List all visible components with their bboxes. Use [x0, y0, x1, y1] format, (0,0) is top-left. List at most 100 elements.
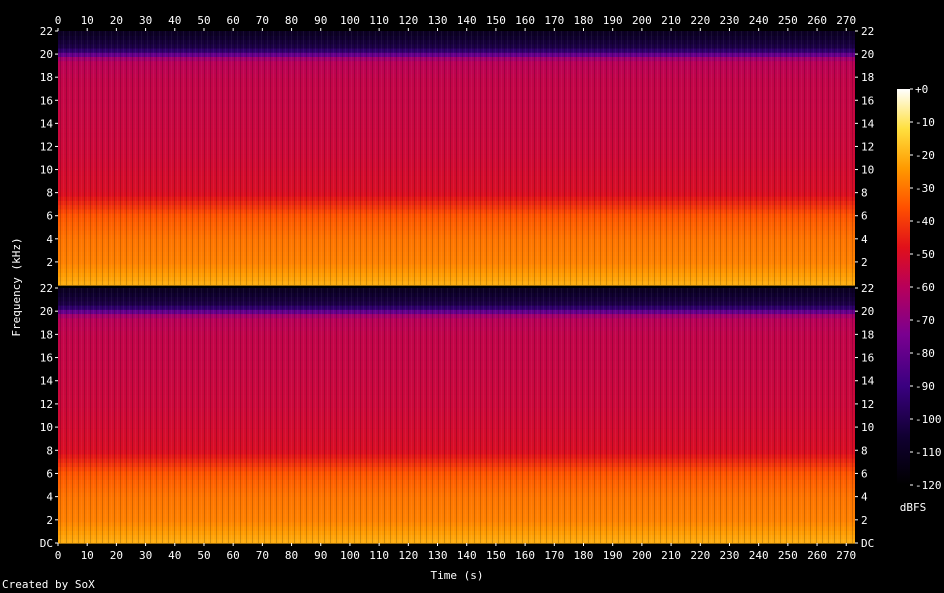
x-tick-label: 90 — [314, 549, 327, 562]
y-tick-label-left: 16 — [40, 94, 53, 107]
y-tick-label-left: 14 — [40, 117, 54, 130]
x-axis-label: Time (s) — [431, 569, 484, 582]
colorbar-tick-label: -10 — [915, 116, 935, 129]
x-tick-label-top: 80 — [285, 14, 298, 27]
x-tick-label: 10 — [81, 549, 94, 562]
x-tick-label-top: 180 — [574, 14, 594, 27]
x-tick-label: 170 — [544, 549, 564, 562]
y-tick-label-left: 4 — [46, 491, 53, 504]
y-tick-label-right: 2 — [861, 256, 868, 269]
x-tick-label-top: 90 — [314, 14, 327, 27]
y-tick-label-left: 20 — [40, 48, 53, 61]
x-tick-label-top: 150 — [486, 14, 506, 27]
x-tick-label-top: 40 — [168, 14, 181, 27]
y-tick-label-left: 22 — [40, 282, 53, 295]
y-tick-label-right: 4 — [861, 233, 868, 246]
x-tick-label-top: 60 — [227, 14, 240, 27]
y-tick-label-right: 10 — [861, 164, 874, 177]
colorbar-tick-label: +0 — [915, 83, 928, 96]
x-tick-label: 210 — [661, 549, 681, 562]
colorbar-tick-label: -40 — [915, 215, 935, 228]
x-tick-label-top: 140 — [457, 14, 477, 27]
colorbar-tick-label: -110 — [915, 446, 942, 459]
colorbar-tick-label: -100 — [915, 413, 942, 426]
y-tick-label-right: 12 — [861, 140, 874, 153]
x-tick-label-top: 240 — [749, 14, 769, 27]
x-tick-label: 120 — [398, 549, 418, 562]
x-tick-label-top: 190 — [603, 14, 623, 27]
x-tick-label-top: 10 — [81, 14, 94, 27]
x-tick-label-top: 30 — [139, 14, 152, 27]
y-tick-label-left: 8 — [46, 444, 53, 457]
y-tick-label-right: 4 — [861, 491, 868, 504]
y-tick-label-left: 18 — [40, 328, 53, 341]
x-tick-label-top: 100 — [340, 14, 360, 27]
x-tick-label: 30 — [139, 549, 152, 562]
spectrogram-panel-channel-2 — [58, 288, 855, 544]
x-tick-label: 20 — [110, 549, 123, 562]
x-tick-label: 220 — [690, 549, 710, 562]
x-tick-label: 230 — [720, 549, 740, 562]
y-tick-label-right: 10 — [861, 421, 874, 434]
y-tick-label-right: 22 — [861, 282, 874, 295]
colorbar-label: dBFS — [900, 501, 927, 514]
x-tick-label: 40 — [168, 549, 181, 562]
y-tick-label-right: 8 — [861, 187, 868, 200]
axes-layer: 0 0 10 10 20 20 30 30 40 40 50 50 60 60 70 70 80 80 90 90 10… — [40, 14, 875, 562]
y-tick-label-left: 10 — [40, 164, 53, 177]
x-tick-label: 200 — [632, 549, 652, 562]
colorbar-tick-label: -80 — [915, 347, 935, 360]
spectrogram-texture — [58, 288, 855, 543]
x-tick-label-top: 220 — [690, 14, 710, 27]
x-tick-label: 260 — [807, 549, 827, 562]
credit-text: Created by SoX — [2, 578, 95, 591]
x-tick-label: 240 — [749, 549, 769, 562]
y-tick-label-right: 16 — [861, 352, 874, 365]
x-tick-label: 60 — [227, 549, 240, 562]
y-tick-label-right: 18 — [861, 71, 874, 84]
y-tick-label-left: 14 — [40, 375, 54, 388]
x-tick-label-top: 120 — [398, 14, 418, 27]
y-tick-label-right: 14 — [861, 117, 875, 130]
x-tick-label: 0 — [55, 549, 62, 562]
x-tick-label: 100 — [340, 549, 360, 562]
y-tick-label-left: 16 — [40, 352, 53, 365]
y-tick-label-left: 20 — [40, 305, 53, 318]
x-tick-label: 250 — [778, 549, 798, 562]
spectrogram-panel-channel-1 — [58, 31, 855, 286]
x-tick-label-top: 170 — [544, 14, 564, 27]
y-tick-label-left: 12 — [40, 140, 53, 153]
y-tick-label-left: 18 — [40, 71, 53, 84]
x-tick-label-top: 70 — [256, 14, 269, 27]
colorbar-tick-label: -20 — [915, 149, 935, 162]
y-tick-label-left: 4 — [46, 233, 53, 246]
colorbar-tick-label: -50 — [915, 248, 935, 261]
x-tick-label-top: 110 — [369, 14, 389, 27]
y-tick-label-left: 6 — [46, 210, 53, 223]
y-tick-label-right: 16 — [861, 94, 874, 107]
colorbar-tick-label: -90 — [915, 380, 935, 393]
x-tick-label: 70 — [256, 549, 269, 562]
x-tick-label: 190 — [603, 549, 623, 562]
x-tick-label: 140 — [457, 549, 477, 562]
x-tick-label: 110 — [369, 549, 389, 562]
x-tick-label-top: 210 — [661, 14, 681, 27]
x-tick-label: 270 — [836, 549, 856, 562]
y-tick-label-right: 14 — [861, 375, 875, 388]
y-tick-label-left: 8 — [46, 187, 53, 200]
colorbar-ticks: +0 -10 -20 -30 -40 -50 -60 -70 -80 -90 -100 -110 -12… — [910, 83, 942, 492]
y-tick-label-left: DC — [40, 537, 53, 550]
y-tick-label-right: DC — [861, 537, 874, 550]
x-tick-label-top: 0 — [55, 14, 62, 27]
x-tick-label: 80 — [285, 549, 298, 562]
x-tick-label-top: 230 — [720, 14, 740, 27]
x-tick-label-top: 260 — [807, 14, 827, 27]
y-tick-label-right: 8 — [861, 444, 868, 457]
y-tick-label-right: 6 — [861, 210, 868, 223]
y-tick-label-right: 12 — [861, 398, 874, 411]
y-axis-label: Frequency (kHz) — [10, 237, 23, 336]
colorbar-tick-label: -30 — [915, 182, 935, 195]
x-tick-label: 160 — [515, 549, 535, 562]
x-tick-label-top: 20 — [110, 14, 123, 27]
x-tick-label-top: 200 — [632, 14, 652, 27]
